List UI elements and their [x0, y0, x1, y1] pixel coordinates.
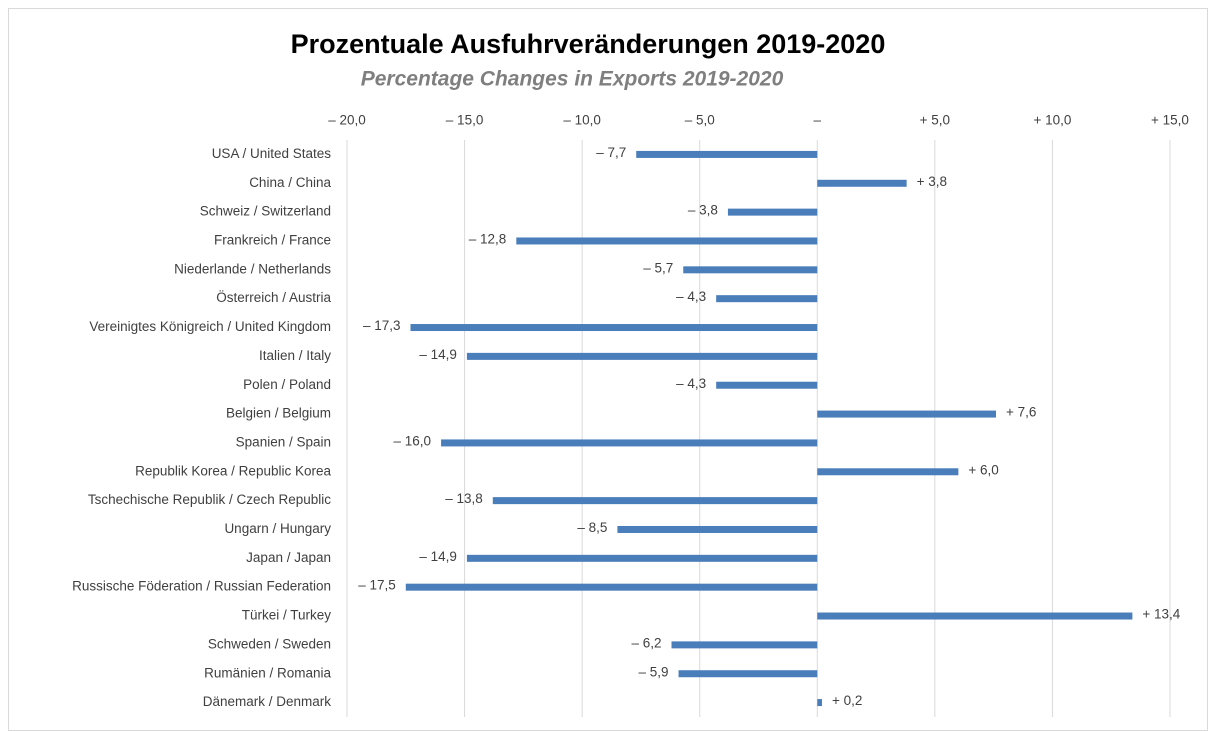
bar: [817, 410, 996, 418]
bar: [441, 439, 818, 447]
data-label: – 5,9: [639, 664, 669, 679]
bar: [716, 295, 818, 303]
bar: [727, 208, 818, 216]
bar: [817, 612, 1133, 620]
y-tick-label: Tschechische Republik / Czech Republic: [88, 492, 331, 507]
x-tick-label: + 10,0: [1033, 113, 1071, 128]
bar: [678, 670, 818, 678]
bar: [466, 554, 818, 562]
y-tick-label: Republik Korea / Republic Korea: [135, 463, 331, 478]
y-tick-label: Schweiz / Switzerland: [200, 204, 331, 219]
y-tick-label: Belgien / Belgium: [226, 406, 331, 421]
data-label: + 7,6: [1006, 405, 1036, 420]
y-tick-label: Österreich / Austria: [216, 290, 331, 305]
chart-subtitle: Percentage Changes in Exports 2019-2020: [361, 68, 784, 91]
bar: [671, 641, 818, 649]
y-tick-label: China / China: [249, 175, 331, 190]
x-tick-label: + 5,0: [920, 113, 950, 128]
data-label: – 6,2: [631, 635, 661, 650]
data-label: – 16,0: [394, 433, 432, 448]
x-tick-label: – 10,0: [563, 113, 601, 128]
y-tick-label: Japan / Japan: [246, 550, 331, 565]
y-tick-label: Italien / Italy: [259, 348, 331, 363]
y-tick-label: Ungarn / Hungary: [224, 521, 331, 536]
data-label: – 17,5: [358, 578, 396, 593]
data-label: – 13,8: [445, 491, 483, 506]
data-label: + 6,0: [968, 462, 998, 477]
data-label: + 0,2: [832, 693, 862, 708]
bar: [492, 497, 818, 505]
data-label: – 14,9: [419, 347, 457, 362]
y-tick-label: Russische Föderation / Russian Federatio…: [72, 579, 331, 594]
data-label: – 4,3: [676, 289, 706, 304]
bar: [817, 699, 822, 707]
data-label: – 8,5: [577, 520, 607, 535]
x-tick-label: + 15,0: [1151, 113, 1189, 128]
x-tick-label: –: [814, 113, 822, 128]
bar: [410, 324, 818, 332]
y-tick-label: Türkei / Turkey: [242, 608, 332, 623]
y-tick-label: Schweden / Sweden: [208, 636, 331, 651]
chart-frame: [8, 8, 1208, 731]
y-tick-label: Spanien / Spain: [236, 434, 331, 449]
bar: [716, 381, 818, 389]
y-tick-label: Dänemark / Denmark: [203, 694, 332, 709]
x-tick-label: – 15,0: [446, 113, 484, 128]
bar: [817, 179, 907, 187]
y-tick-label: Polen / Poland: [243, 377, 331, 392]
data-label: – 4,3: [676, 376, 706, 391]
chart-title: Prozentuale Ausfuhrveränderungen 2019-20…: [291, 29, 886, 59]
data-label: + 13,4: [1142, 607, 1180, 622]
data-label: – 17,3: [363, 318, 401, 333]
bar: [466, 352, 818, 360]
bar: [636, 150, 818, 158]
data-label: – 14,9: [419, 549, 457, 564]
data-label: – 12,8: [469, 232, 507, 247]
bar: [817, 468, 959, 476]
data-label: – 5,7: [643, 260, 673, 275]
bar: [617, 525, 818, 533]
y-tick-label: USA / United States: [212, 146, 332, 161]
data-label: – 3,8: [688, 203, 718, 218]
data-label: – 7,7: [596, 145, 626, 160]
x-tick-label: – 20,0: [328, 113, 366, 128]
y-tick-label: Frankreich / France: [214, 233, 331, 248]
data-label: + 3,8: [917, 174, 947, 189]
x-tick-label: – 5,0: [685, 113, 715, 128]
y-tick-label: Rumänien / Romania: [204, 665, 331, 680]
bar: [683, 266, 818, 274]
y-tick-label: Niederlande / Netherlands: [174, 261, 331, 276]
bar: [516, 237, 818, 245]
bar: [405, 583, 818, 591]
y-tick-label: Vereinigtes Königreich / United Kingdom: [89, 319, 331, 334]
